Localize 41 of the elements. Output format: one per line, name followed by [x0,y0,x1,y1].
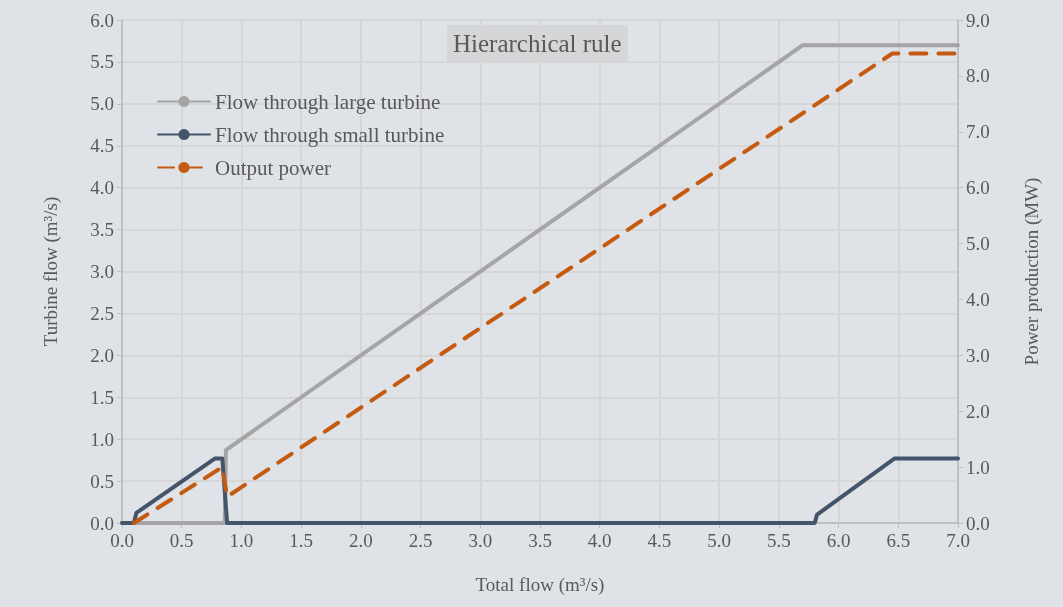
legend-label: Flow through large turbine [215,89,441,114]
x-tick-label: 2.5 [408,530,433,551]
x-tick-label: 1.0 [229,530,254,551]
y-tick-label: 1.5 [90,386,114,408]
y-tick-label: 4.0 [90,177,114,199]
y2-tick-label: 7.0 [966,121,990,143]
x-tick-label: 5.0 [707,530,732,551]
y-tick-label: 3.5 [90,219,114,241]
y2-tick-label: 3.0 [966,344,990,366]
y-tick-label: 5.5 [90,51,114,73]
y-tick-label: 3.0 [90,261,114,282]
legend-label: Flow through small turbine [215,122,445,147]
x-tick-label: 6.5 [886,530,911,551]
y2-tick-label: 9.0 [966,9,990,31]
y-tick-label: 6.0 [90,9,114,31]
y2-axis-title: Power production (MW) [1021,177,1043,366]
y-axis-title: Turbine flow (m³/s) [40,196,62,347]
y2-tick-label: 2.0 [966,400,990,422]
x-tick-label: 6.0 [826,530,851,551]
x-tick-label: 1.5 [289,530,314,551]
x-tick-label: 0.5 [169,530,194,551]
y2-tick-label: 1.0 [966,456,990,478]
y2-tick-label: 4.0 [966,288,990,310]
x-tick-label: 4.5 [647,530,672,551]
x-tick-label: 5.5 [766,530,791,551]
x-axis-title: Total flow (m³/s) [475,574,605,596]
y2-tick-label: 5.0 [966,233,990,255]
x-tick-label: 3.5 [528,530,552,551]
x-tick-label: 2.0 [348,530,373,551]
y-tick-label: 1.0 [90,428,114,450]
x-tick-label: 4.0 [587,530,612,551]
y-tick-label: 2.0 [90,344,114,366]
legend-label: Output power [215,155,332,180]
y-tick-label: 2.5 [90,302,114,324]
chart-title: Hierarchical rule [453,30,622,57]
y-tick-label: 4.5 [90,135,114,157]
y2-tick-label: 6.0 [966,177,990,199]
y-tick-label: 0.5 [90,470,114,492]
y-tick-label: 5.0 [90,93,114,115]
y2-tick-label: 8.0 [966,65,990,87]
x-tick-label: 3.0 [468,530,493,551]
